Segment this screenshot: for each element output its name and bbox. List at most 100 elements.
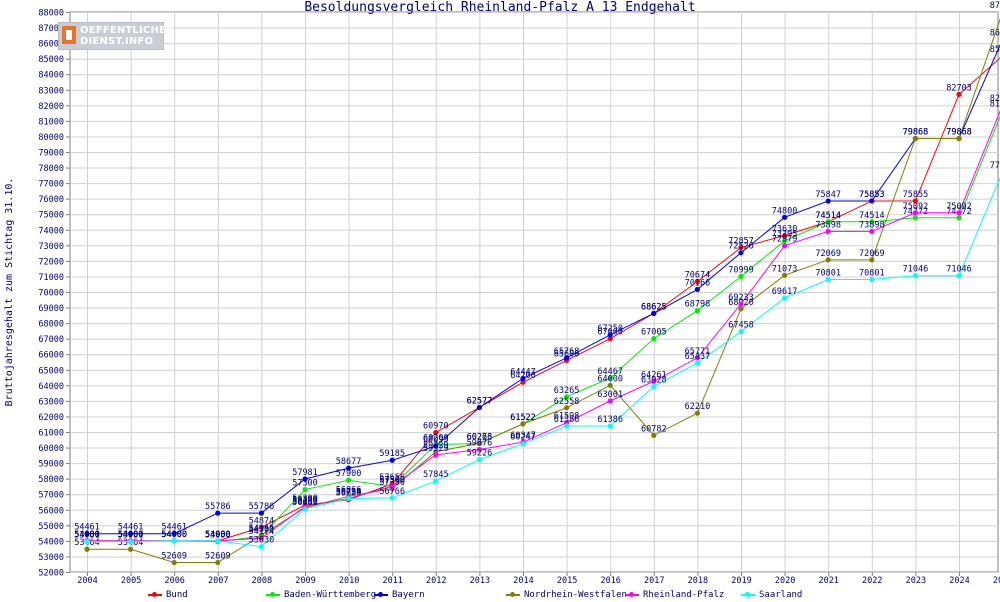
data-label: 63001 <box>597 390 623 400</box>
data-point <box>825 198 831 204</box>
data-label: 61386 <box>597 415 623 425</box>
x-tick-label: 2005 <box>121 576 141 586</box>
y-tick-label: 84000 <box>38 71 64 81</box>
data-label: 60093 <box>423 435 449 445</box>
data-point <box>738 273 744 280</box>
y-tick-label: 80000 <box>38 133 64 143</box>
data-label: 54000 <box>118 530 144 540</box>
data-label: 65768 <box>554 347 580 357</box>
data-point <box>651 383 657 390</box>
data-label: 60247 <box>510 433 536 443</box>
y-tick-label: 59000 <box>38 460 64 470</box>
x-tick-label: 2025 <box>993 576 1000 586</box>
data-point <box>389 495 395 501</box>
data-label: 54000 <box>161 530 187 540</box>
data-label: 59529 <box>423 444 449 454</box>
data-point <box>433 429 439 436</box>
data-label: 74514 <box>859 211 885 221</box>
data-point <box>258 524 264 530</box>
data-label: 53951 <box>118 531 144 541</box>
data-point <box>782 243 788 249</box>
data-point <box>825 276 831 283</box>
x-tick-label: 2019 <box>731 576 751 586</box>
data-label: 64000 <box>597 374 623 384</box>
data-label: 73898 <box>859 220 885 230</box>
data-label: 57500 <box>379 475 405 485</box>
data-point <box>694 355 701 361</box>
data-point <box>782 295 788 301</box>
data-label: 71046 <box>903 265 929 275</box>
data-point <box>694 308 701 314</box>
data-label: 62558 <box>554 397 580 407</box>
x-tick-label: 2011 <box>382 576 402 586</box>
data-label: 85184 <box>990 45 1000 55</box>
y-tick-label: 61000 <box>38 429 64 439</box>
data-point <box>564 405 570 411</box>
data-label: 79868 <box>903 127 929 137</box>
data-label: 54461 <box>74 523 100 533</box>
data-point <box>84 539 90 545</box>
y-tick-label: 88000 <box>38 9 64 19</box>
data-label: 59226 <box>467 449 493 459</box>
data-point <box>433 443 439 449</box>
y-axis-label: Bruttojahresgehalt zum Stichtag 31.10. <box>4 178 15 407</box>
data-point <box>912 215 919 221</box>
y-tick-label: 69000 <box>38 304 64 314</box>
data-label: 54174 <box>249 527 275 537</box>
data-label: 53630 <box>249 536 275 546</box>
data-point <box>694 278 701 285</box>
data-label: 72857 <box>728 237 754 247</box>
data-label: 69233 <box>728 293 754 303</box>
data-point <box>651 378 657 384</box>
data-label: 62577 <box>467 396 493 406</box>
data-point <box>912 135 919 142</box>
data-label: 52609 <box>205 552 231 562</box>
data-point <box>564 423 570 429</box>
data-label: 56650 <box>336 489 362 499</box>
data-label: 52609 <box>161 552 187 562</box>
data-label: 72526 <box>728 242 754 252</box>
data-label: 61598 <box>554 412 580 422</box>
oeffentlicher-dienst-logo[interactable]: OEFFENTLICHER DIENST.INFO <box>58 22 174 50</box>
data-label: 68625 <box>641 302 667 312</box>
data-label: 54000 <box>205 530 231 540</box>
data-label: 57350 <box>379 478 405 488</box>
x-tick-label: 2012 <box>426 576 446 586</box>
legend-label: Bayern <box>392 590 425 600</box>
data-label: 59185 <box>379 449 405 459</box>
y-tick-label: 78000 <box>38 164 64 174</box>
data-label: 65437 <box>685 352 711 362</box>
data-label: 59729 <box>423 441 449 451</box>
data-label: 56200 <box>292 496 318 506</box>
data-label: 70801 <box>859 269 885 279</box>
y-tick-label: 62000 <box>38 413 64 423</box>
data-label: 60782 <box>641 424 667 434</box>
data-label: 71073 <box>772 264 798 274</box>
data-point <box>738 301 744 307</box>
data-label: 54874 <box>249 516 275 526</box>
y-tick-label: 67000 <box>38 335 64 345</box>
data-point <box>520 375 526 381</box>
data-point <box>476 456 482 463</box>
y-tick-label: 72000 <box>38 257 64 267</box>
data-point <box>607 382 613 388</box>
x-tick-label: 2008 <box>252 576 272 586</box>
logo-icon <box>62 26 76 44</box>
data-point <box>389 457 395 463</box>
data-point <box>564 355 570 361</box>
data-point <box>433 478 439 484</box>
data-point <box>738 244 744 251</box>
data-label: 60263 <box>467 432 493 442</box>
data-point <box>956 210 962 216</box>
data-point <box>607 336 613 342</box>
data-point <box>738 306 744 312</box>
series-line <box>87 44 1000 535</box>
data-point <box>346 495 352 502</box>
data-label: 54000 <box>205 530 231 540</box>
data-point <box>912 273 919 279</box>
data-point <box>476 404 482 411</box>
y-tick-label: 55000 <box>38 522 64 532</box>
series-line <box>87 57 1000 542</box>
data-label: 56866 <box>336 485 362 495</box>
data-label: 75855 <box>903 190 929 200</box>
